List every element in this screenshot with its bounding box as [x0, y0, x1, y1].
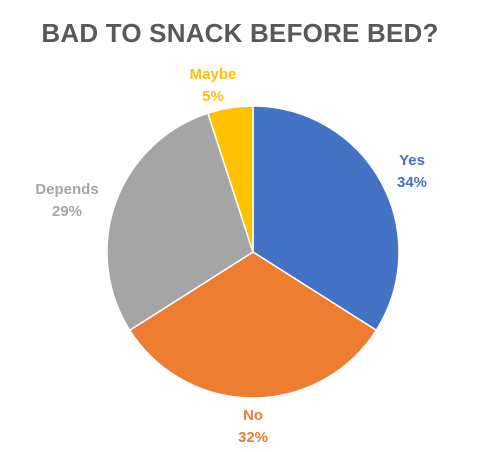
slice-value-maybe: 5%: [202, 88, 224, 105]
slice-value-depends: 29%: [52, 203, 82, 220]
pie-slice-depends: [106, 112, 254, 332]
chart-title: BAD TO SNACK BEFORE BED?: [41, 18, 439, 48]
slice-value-no: 32%: [238, 429, 268, 446]
slice-label-maybe: Maybe: [190, 66, 237, 83]
pie-labels: Yes 34% No 32% Depends 29% Maybe 5%: [35, 66, 427, 446]
slice-label-depends: Depends: [35, 181, 98, 198]
slice-value-yes: 34%: [397, 174, 427, 191]
slice-label-yes: Yes: [399, 152, 425, 169]
pie-slice-yes: [252, 105, 400, 332]
pie-slices: [106, 105, 400, 399]
pie-slice-no: [128, 251, 378, 399]
slice-label-no: No: [243, 407, 263, 424]
pie-slice-maybe: [206, 105, 254, 253]
